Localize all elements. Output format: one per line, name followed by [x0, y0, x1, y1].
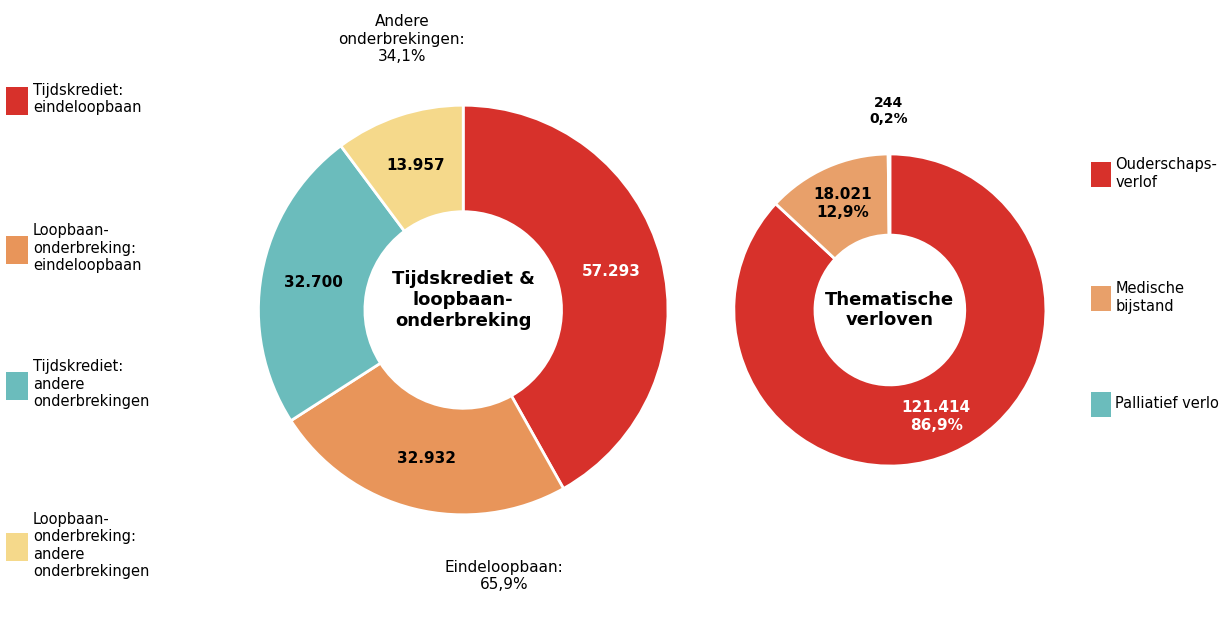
Text: 57.293: 57.293	[581, 264, 640, 279]
Text: 18.021
12,9%: 18.021 12,9%	[813, 187, 872, 220]
Text: Tijdskrediet &
loopbaan-
onderbreking: Tijdskrediet & loopbaan- onderbreking	[391, 270, 535, 330]
Text: 13.957: 13.957	[386, 157, 445, 173]
Text: Ouderschaps-
verlof: Ouderschaps- verlof	[1115, 157, 1218, 190]
Text: Andere
onderbrekingen:
34,1%: Andere onderbrekingen: 34,1%	[339, 14, 466, 64]
Wedge shape	[291, 363, 563, 515]
Text: Palliatief verlof: Palliatief verlof	[1115, 396, 1219, 410]
Text: Tijdskrediet:
andere
onderbrekingen: Tijdskrediet: andere onderbrekingen	[33, 360, 149, 409]
Wedge shape	[734, 154, 1046, 466]
Wedge shape	[341, 105, 463, 231]
Text: Eindeloopbaan:
65,9%: Eindeloopbaan: 65,9%	[445, 560, 563, 592]
Wedge shape	[463, 105, 668, 489]
Text: 32.700: 32.700	[284, 275, 343, 290]
Wedge shape	[775, 154, 889, 259]
Text: Loopbaan-
onderbreking:
andere
onderbrekingen: Loopbaan- onderbreking: andere onderbrek…	[33, 512, 149, 579]
Text: Tijdskrediet:
eindeloopbaan: Tijdskrediet: eindeloopbaan	[33, 83, 141, 115]
Text: 32.932: 32.932	[397, 451, 456, 466]
Wedge shape	[258, 146, 405, 420]
Text: Loopbaan-
onderbreking:
eindeloopbaan: Loopbaan- onderbreking: eindeloopbaan	[33, 223, 141, 273]
Text: 244
0,2%: 244 0,2%	[869, 95, 908, 126]
Text: Thematische
verloven: Thematische verloven	[825, 291, 954, 329]
Text: 121.414
86,9%: 121.414 86,9%	[902, 401, 970, 433]
Wedge shape	[889, 154, 890, 235]
Text: Medische
bijstand: Medische bijstand	[1115, 281, 1185, 314]
